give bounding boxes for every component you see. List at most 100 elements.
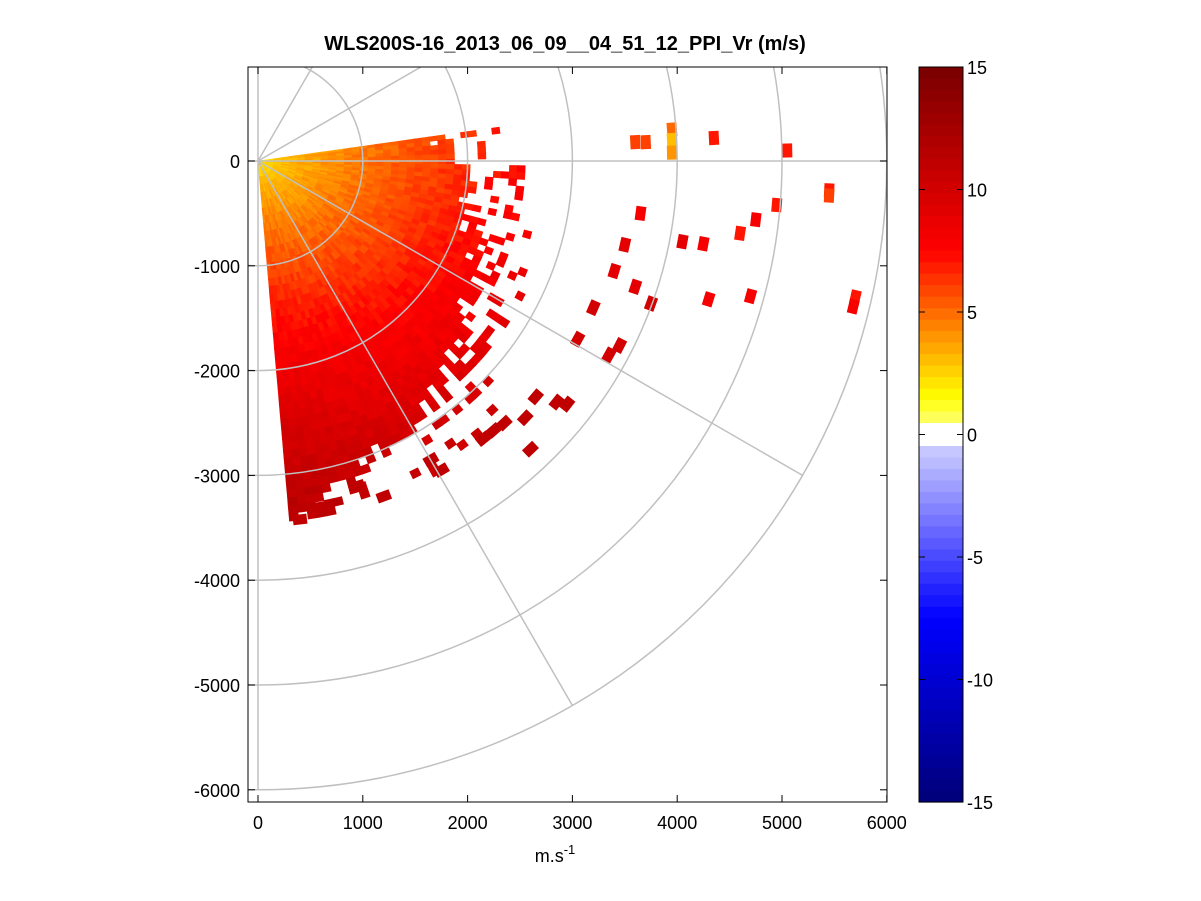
- colorbar-segment: [919, 216, 963, 228]
- colorbar-segment: [919, 193, 963, 205]
- velocity-gate: [454, 164, 462, 170]
- velocity-gate: [279, 403, 286, 412]
- colorbar-segment: [919, 526, 963, 538]
- colorbar-segment: [919, 423, 963, 435]
- velocity-gate: [285, 395, 292, 404]
- velocity-gate: [509, 172, 517, 179]
- velocity-gate: [468, 130, 477, 137]
- scattered-velocity-gate: [824, 188, 835, 203]
- colorbar-tick-label: -10: [967, 671, 993, 691]
- colorbar-segment: [919, 400, 963, 412]
- velocity-gate: [273, 333, 278, 341]
- velocity-gate: [517, 172, 525, 179]
- velocity-gate: [490, 196, 499, 203]
- velocity-gate: [384, 156, 392, 160]
- colorbar-segment: [919, 722, 963, 734]
- colorbar-segment: [919, 285, 963, 297]
- y-axis-tick-label: -3000: [194, 466, 240, 486]
- velocity-gate: [439, 159, 447, 164]
- velocity-gate: [280, 411, 288, 420]
- velocity-gate: [391, 152, 399, 156]
- velocity-gate: [288, 497, 298, 506]
- velocity-gate: [392, 156, 400, 160]
- velocity-gate: [447, 154, 455, 159]
- velocity-gate: [267, 263, 271, 271]
- velocity-gate: [515, 193, 524, 201]
- velocity-gate: [291, 449, 300, 458]
- velocity-gate: [295, 480, 304, 489]
- velocity-gate: [295, 425, 303, 434]
- x-axis-label-superscript: -1: [564, 842, 576, 857]
- colorbar-segment: [919, 78, 963, 90]
- velocity-gate: [447, 164, 455, 169]
- colorbar-segment: [919, 262, 963, 274]
- velocity-gate: [270, 302, 275, 310]
- scattered-velocity-gate: [709, 131, 720, 145]
- colorbar-segment: [919, 515, 963, 527]
- velocity-gate: [268, 270, 272, 278]
- x-axis-tick-label: 2000: [448, 813, 488, 833]
- velocity-gate: [321, 483, 331, 493]
- x-axis-label: m.s-1: [535, 842, 576, 866]
- chart-title: WLS200S-16_2013_06_09__04_51_12_PPI_Vr (…: [324, 33, 805, 55]
- velocity-gate: [478, 153, 486, 159]
- velocity-gate: [431, 155, 439, 160]
- colorbar-segment: [919, 124, 963, 136]
- velocity-gate: [407, 164, 415, 168]
- colorbar: 151050-5-10-15: [919, 58, 993, 813]
- velocity-gate: [415, 164, 423, 169]
- velocity-gate: [446, 144, 454, 150]
- scattered-velocity-gate: [782, 143, 792, 157]
- scattered-velocity-gate: [635, 206, 647, 221]
- velocity-gate: [438, 145, 446, 150]
- colorbar-segment: [919, 239, 963, 251]
- y-axis-tick-label: -2000: [194, 362, 240, 382]
- velocity-gate: [282, 434, 290, 443]
- colorbar-segment: [919, 710, 963, 722]
- velocity-gate: [431, 164, 439, 169]
- colorbar-segment: [919, 457, 963, 469]
- velocity-gate: [297, 504, 307, 513]
- velocity-gate: [292, 457, 301, 466]
- velocity-gate: [399, 152, 407, 156]
- colorbar-segment: [919, 320, 963, 332]
- colorbar-segment: [919, 377, 963, 389]
- velocity-gate: [459, 191, 468, 198]
- colorbar-segment: [919, 768, 963, 780]
- velocity-gate: [287, 410, 295, 419]
- colorbar-segment: [919, 182, 963, 194]
- velocity-gate: [415, 155, 423, 159]
- velocity-gate: [508, 179, 516, 186]
- velocity-gate: [344, 158, 352, 161]
- colorbar-tick-label: 0: [967, 426, 977, 446]
- x-axis-tick-label: 3000: [552, 813, 592, 833]
- colorbar-segment: [919, 595, 963, 607]
- velocity-gate: [288, 426, 296, 435]
- velocity-gate: [438, 140, 446, 146]
- velocity-gate: [275, 356, 281, 364]
- y-axis-tick-label: -5000: [194, 676, 240, 696]
- velocity-gate: [281, 427, 289, 436]
- velocity-gate: [422, 146, 430, 151]
- velocity-gate: [384, 153, 392, 157]
- colorbar-segment: [919, 630, 963, 642]
- colorbar-tick-label: 10: [967, 181, 987, 201]
- velocity-gate: [286, 402, 293, 411]
- velocity-gate: [399, 164, 407, 168]
- velocity-gate: [423, 155, 431, 160]
- velocity-gate: [271, 309, 276, 317]
- colorbar-segment: [919, 101, 963, 113]
- colorbar-segment: [919, 503, 963, 515]
- colorbar-segment: [919, 618, 963, 630]
- velocity-gate: [431, 169, 439, 174]
- colorbar-segment: [919, 745, 963, 757]
- velocity-gate: [281, 419, 289, 428]
- velocity-gate: [407, 151, 415, 155]
- x-axis-tick-label: 1000: [343, 813, 383, 833]
- velocity-gate: [462, 170, 470, 176]
- velocity-gate: [276, 364, 282, 372]
- x-axis-tick-label: 0: [253, 813, 263, 833]
- colorbar-segment: [919, 676, 963, 688]
- velocity-gate: [460, 132, 469, 138]
- velocity-gate: [274, 348, 280, 356]
